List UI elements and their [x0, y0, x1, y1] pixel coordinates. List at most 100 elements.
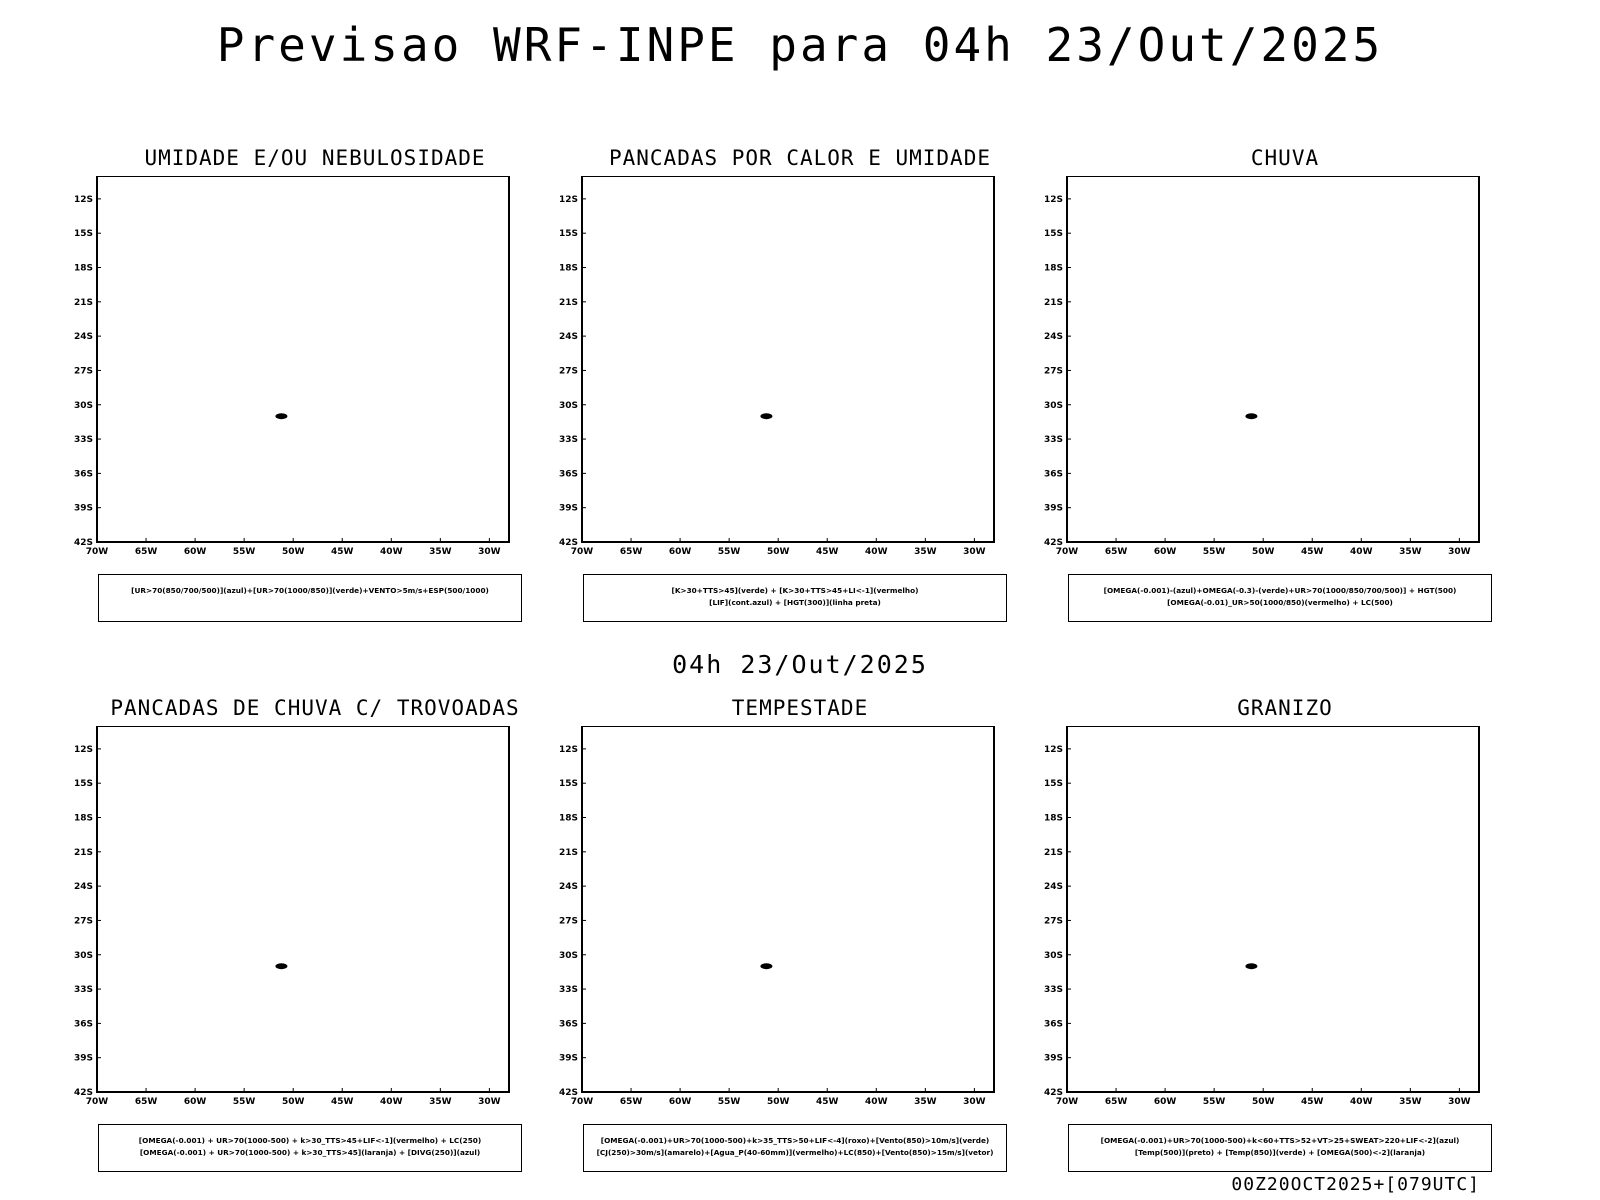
- lat-tick-label: 42S: [74, 1088, 93, 1098]
- map-frame: [1066, 726, 1480, 1093]
- panel-legend: [OMEGA(-0.001) + UR>70(1000-500) + k>30_…: [98, 1124, 522, 1172]
- lat-tick-label: 21S: [74, 298, 93, 308]
- map-frame: [1066, 176, 1480, 543]
- lat-tick-label: 30S: [1044, 951, 1063, 961]
- lon-tick-label: 65W: [135, 547, 158, 557]
- lat-tick-label: 42S: [559, 538, 578, 548]
- lat-tick-label: 36S: [559, 1019, 578, 1029]
- run-timestamp: 00Z20OCT2025+[079UTC]: [1231, 1174, 1480, 1195]
- lon-tick-label: 35W: [429, 547, 452, 557]
- lat-tick-label: 42S: [74, 538, 93, 548]
- geography: [275, 413, 288, 420]
- lat-tick-label: 24S: [74, 882, 93, 892]
- lat-tick-label: 21S: [1044, 298, 1063, 308]
- panel-title: GRANIZO: [1237, 696, 1333, 720]
- lon-tick-label: 35W: [914, 1097, 937, 1107]
- lon-tick-label: 70W: [86, 1097, 109, 1107]
- legend-line-2: [OMEGA(-0.001) + UR>70(1000-500) + k>30_…: [139, 1148, 481, 1157]
- panel-granizo: GRANIZO -12-15-18-12-15-18121518211212S1…: [1025, 696, 1495, 1186]
- lon-tick-label: 55W: [233, 547, 256, 557]
- lon-tick-label: 45W: [1301, 1097, 1324, 1107]
- lon-tick-label: 45W: [331, 547, 354, 557]
- lat-tick-label: 42S: [1044, 1088, 1063, 1098]
- lagoon: [1245, 413, 1258, 420]
- map-granizo: -12-15-18-12-15-18121518211212S15S18S21S…: [1044, 726, 1480, 1107]
- lon-tick-label: 55W: [1203, 1097, 1226, 1107]
- panel-chuva: CHUVA 5825825795765735705675765795735825…: [1025, 146, 1495, 636]
- lat-tick-label: 39S: [1044, 504, 1063, 514]
- panel-legend: [K>30+TTS>45](verde) + [K>30+TTS>45+LI<-…: [583, 574, 1007, 622]
- lon-tick-label: 60W: [184, 1097, 207, 1107]
- panel-title: PANCADAS POR CALOR E UMIDADE: [608, 146, 991, 170]
- map-umidade: 1012101210161020102410281032103610201016…: [74, 176, 510, 557]
- map-tempestade: 4050405012S15S18S21S24S27S30S33S36S39S42…: [559, 726, 995, 1107]
- lat-tick-label: 39S: [559, 1054, 578, 1064]
- lat-tick-label: 15S: [74, 779, 93, 789]
- lat-tick-label: 33S: [1044, 435, 1063, 445]
- lon-tick-label: 45W: [816, 547, 839, 557]
- lat-tick-label: 15S: [1044, 229, 1063, 239]
- lon-tick-label: 65W: [135, 1097, 158, 1107]
- map-frame: [96, 726, 510, 1093]
- lon-tick-label: 45W: [331, 1097, 354, 1107]
- lat-tick-label: 33S: [1044, 985, 1063, 995]
- lat-tick-label: 24S: [1044, 882, 1063, 892]
- geography: [1245, 413, 1258, 420]
- lon-tick-label: 30W: [478, 547, 501, 557]
- lat-tick-label: 30S: [74, 951, 93, 961]
- legend-line-1: [OMEGA(-0.001)+UR>70(1000-500)+k<60+TTS>…: [1100, 1136, 1460, 1145]
- lon-tick-label: 50W: [767, 547, 790, 557]
- panel-umidade: UMIDADE E/OU NEBULOSIDADE 10121012101610…: [55, 146, 525, 636]
- lat-tick-label: 21S: [1044, 848, 1063, 858]
- lon-tick-label: 50W: [282, 547, 305, 557]
- legend-line-1: [OMEGA(-0.001)-(azul)+OMEGA(-0.3)-(verde…: [1103, 586, 1457, 595]
- legend-line-1: [OMEGA(-0.001)+UR>70(1000-500)+k>35_TTS>…: [600, 1136, 990, 1145]
- lat-tick-label: 33S: [74, 435, 93, 445]
- lat-tick-label: 27S: [1044, 366, 1063, 376]
- lon-tick-label: 55W: [718, 547, 741, 557]
- lat-tick-label: 15S: [559, 779, 578, 789]
- lon-tick-label: 40W: [1350, 1097, 1373, 1107]
- legend-line-2: [CJ(250)>30m/s](amarelo)+[Agua_P(40-60mm…: [596, 1148, 994, 1157]
- lat-tick-label: 30S: [1044, 401, 1063, 411]
- lat-tick-label: 36S: [74, 1019, 93, 1029]
- lat-tick-label: 12S: [1044, 195, 1063, 205]
- lon-tick-label: 60W: [1154, 1097, 1177, 1107]
- geography: [275, 963, 288, 970]
- lat-tick-label: 18S: [559, 264, 578, 274]
- lat-tick-label: 18S: [1044, 814, 1063, 824]
- lagoon: [275, 413, 288, 420]
- lat-tick-label: 30S: [559, 951, 578, 961]
- forecast-time-title: 04h 23/Out/2025: [672, 650, 928, 679]
- lat-tick-label: 24S: [559, 332, 578, 342]
- lat-tick-label: 33S: [559, 985, 578, 995]
- lat-tick-label: 18S: [559, 814, 578, 824]
- lon-tick-label: 35W: [1399, 1097, 1422, 1107]
- lagoon: [1245, 963, 1258, 970]
- lat-tick-label: 39S: [1044, 1054, 1063, 1064]
- lon-tick-label: 30W: [963, 1097, 986, 1107]
- map-frame: [96, 176, 510, 543]
- lon-tick-label: 50W: [282, 1097, 305, 1107]
- lat-tick-label: 12S: [1044, 745, 1063, 755]
- lat-tick-label: 30S: [74, 401, 93, 411]
- lon-tick-label: 35W: [1399, 547, 1422, 557]
- lon-tick-label: 55W: [1203, 547, 1226, 557]
- lat-tick-label: 36S: [1044, 1019, 1063, 1029]
- panel-pancadas-calor: PANCADAS POR CALOR E UMIDADE 96009600952…: [540, 146, 1010, 636]
- lat-tick-label: 12S: [74, 195, 93, 205]
- legend-line-2: [LIF](cont.azul) + [HGT(300)](linha pret…: [709, 598, 881, 607]
- map-chuva: 58258257957657357056757657957358257612S1…: [1044, 176, 1480, 557]
- lagoon: [760, 413, 773, 420]
- panel-tempestade: TEMPESTADE 4050405012S15S18S21S24S27S30S…: [540, 696, 1010, 1186]
- lon-tick-label: 65W: [1105, 1097, 1128, 1107]
- lon-tick-label: 35W: [429, 1097, 452, 1107]
- lon-tick-label: 40W: [380, 547, 403, 557]
- lat-tick-label: 27S: [74, 366, 93, 376]
- panel-title: TEMPESTADE: [731, 696, 869, 720]
- panel-legend: [OMEGA(-0.001)+UR>70(1000-500)+k>35_TTS>…: [583, 1124, 1007, 1172]
- lat-tick-label: 27S: [559, 366, 578, 376]
- lat-tick-label: 33S: [559, 435, 578, 445]
- lon-tick-label: 30W: [1448, 1097, 1471, 1107]
